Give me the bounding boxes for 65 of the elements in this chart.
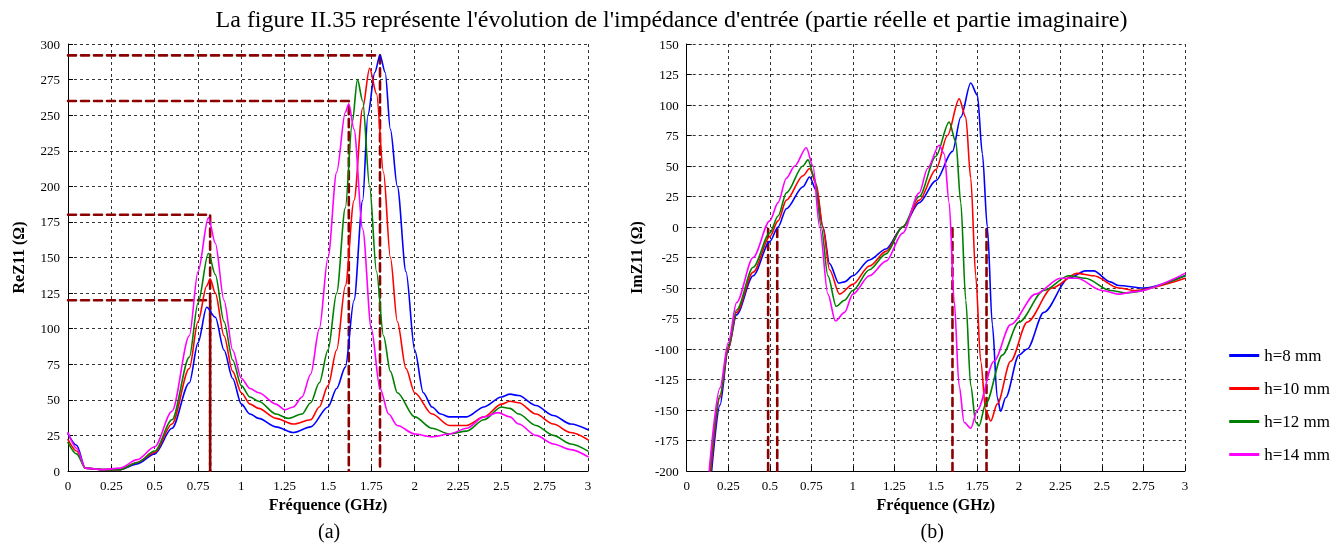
legend-label: h=10 mm bbox=[1264, 379, 1331, 398]
x-tick-label: 3 bbox=[584, 478, 592, 493]
y-tick-label: -50 bbox=[661, 280, 679, 296]
y-tick-label: 75 bbox=[665, 128, 679, 143]
x-tick-label: 2 bbox=[411, 478, 418, 493]
x-tick-label: 1.25 bbox=[882, 478, 906, 493]
y-tick-label: 175 bbox=[40, 214, 60, 230]
y-tick-label: 125 bbox=[40, 285, 60, 301]
y-axis-title: ReZ11 (Ω) bbox=[9, 221, 28, 294]
x-tick-label: 0.25 bbox=[99, 478, 123, 493]
x-tick-label: 3 bbox=[1181, 478, 1189, 493]
x-tick-label: 2.5 bbox=[493, 478, 510, 493]
y-tick-label: 100 bbox=[659, 97, 679, 113]
y-tick-label: 0 bbox=[53, 463, 60, 479]
legend-label: h=12 mm bbox=[1264, 412, 1331, 431]
x-tick-label: 0 bbox=[683, 478, 690, 493]
y-tick-label: 50 bbox=[47, 392, 60, 408]
y-tick-label: -125 bbox=[654, 372, 679, 387]
y-tick-label: 275 bbox=[40, 72, 60, 88]
y-tick-label: -25 bbox=[661, 250, 679, 265]
x-tick-label: 1.5 bbox=[319, 478, 337, 493]
y-tick-label: 25 bbox=[665, 189, 679, 204]
y-tick-label: 125 bbox=[659, 67, 679, 82]
x-tick-label: 2 bbox=[1015, 478, 1023, 493]
text: (a) bbox=[318, 520, 341, 543]
x-tick-label: 2.25 bbox=[446, 478, 470, 493]
x-tick-label: 1 bbox=[238, 478, 245, 493]
y-tick-label: -75 bbox=[661, 311, 679, 326]
y-tick-label: 50 bbox=[665, 158, 679, 174]
x-tick-label: 1.75 bbox=[966, 478, 989, 493]
y-tick-label: 150 bbox=[40, 250, 60, 265]
x-tick-label: 1.75 bbox=[359, 478, 383, 493]
y-axis-title: ImZ11 (Ω) bbox=[627, 221, 646, 294]
y-tick-label: 300 bbox=[40, 36, 60, 52]
x-tick-label: 2.75 bbox=[533, 478, 557, 493]
y-tick-label: 100 bbox=[40, 321, 60, 337]
y-tick-label: 0 bbox=[672, 219, 679, 235]
y-tick-label: -100 bbox=[654, 341, 679, 357]
legend-label: h=14 mm bbox=[1264, 445, 1331, 464]
y-tick-label: 200 bbox=[40, 178, 60, 194]
legend-label: h=8 mm bbox=[1264, 346, 1322, 365]
y-tick-label: -200 bbox=[654, 463, 679, 479]
x-tick-label: 0.25 bbox=[716, 478, 740, 493]
x-axis-title: Fréquence (GHz) bbox=[268, 496, 388, 515]
y-tick-label: -175 bbox=[654, 433, 679, 448]
x-tick-label: 0.5 bbox=[146, 478, 163, 493]
x-tick-label: 2.75 bbox=[1132, 478, 1155, 493]
x-tick-label: 1.25 bbox=[273, 478, 297, 493]
x-tick-label: 2.25 bbox=[1049, 478, 1072, 493]
y-tick-label: -150 bbox=[654, 402, 679, 418]
x-tick-label: 0 bbox=[64, 478, 72, 493]
x-tick-label: 0.75 bbox=[186, 478, 210, 493]
text: La figure II.35 représente l'évolution de l'impédance d'entrée (partie réelle et partie imaginaire) bbox=[214, 6, 1129, 33]
y-tick-label: 25 bbox=[47, 427, 60, 443]
x-tick-label: 0.5 bbox=[761, 478, 778, 493]
y-tick-label: 250 bbox=[40, 107, 60, 123]
x-axis-title: Fréquence (GHz) bbox=[876, 496, 996, 515]
x-tick-label: 1.5 bbox=[927, 478, 944, 493]
y-tick-label: 150 bbox=[659, 36, 679, 52]
x-tick-label: 1 bbox=[849, 478, 857, 493]
y-tick-label: 225 bbox=[40, 143, 60, 159]
x-tick-label: 2.5 bbox=[1093, 478, 1111, 493]
text: (b) bbox=[920, 520, 944, 543]
x-tick-label: 0.75 bbox=[799, 478, 823, 493]
y-tick-label: 75 bbox=[47, 356, 60, 372]
